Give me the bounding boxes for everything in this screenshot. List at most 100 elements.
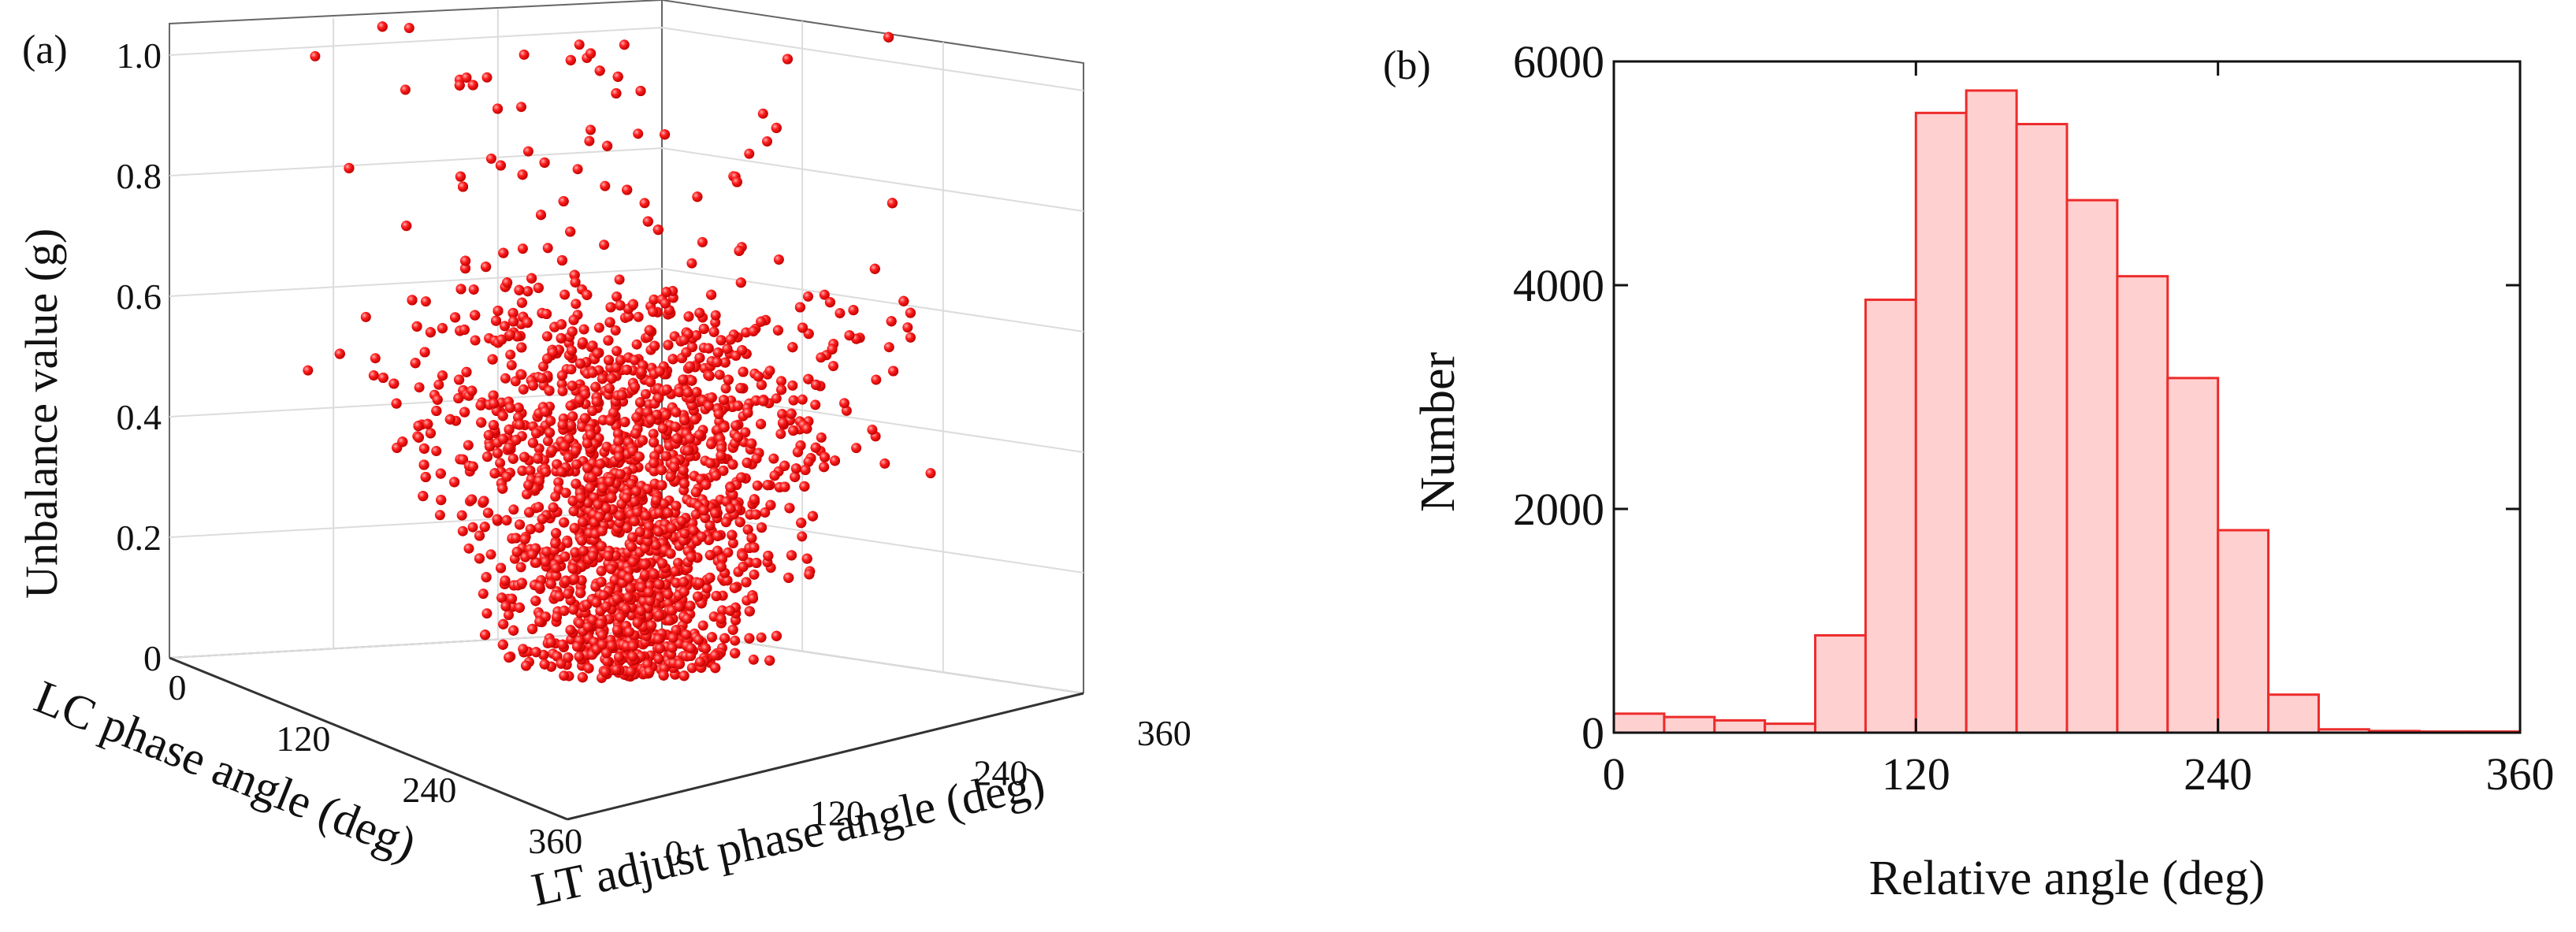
panel-a-scatter-point (522, 146, 533, 157)
panel-a-scatter-point (467, 522, 478, 533)
panel-a-scatter-point (803, 456, 814, 467)
panel-a-scatter-point (391, 398, 402, 409)
panel-a-scatter-point (418, 459, 429, 470)
panel-a-scatter-point (713, 409, 724, 419)
panel-a-scatter-point (530, 647, 541, 658)
panel-a-scatter-point (560, 576, 571, 586)
panel-a-scatter-point (649, 466, 660, 477)
panel-a-scatter-point (560, 488, 571, 499)
panel-a-scatter-point (783, 572, 794, 583)
panel-a-scatter-point (565, 54, 576, 65)
panel-a-scatter-point (585, 429, 597, 440)
panel-a-scatter-point (787, 380, 798, 391)
panel-a-scatter-point (568, 506, 579, 517)
panel-a-scatter-point (744, 633, 755, 644)
panel-a-scatter-point (397, 436, 408, 447)
panel-a-scatter-point (425, 428, 436, 439)
panel-a-scatter-point (627, 532, 638, 543)
panel-a-scatter-point (303, 365, 314, 376)
panel-a-scatter-point (596, 566, 607, 577)
panel-a-scatter-point (655, 643, 666, 654)
panel-a-scatter-point (478, 589, 489, 600)
panel-a-scatter-point (604, 383, 615, 394)
panel-a-scatter-point (542, 436, 553, 447)
panel-a-scatter-point (631, 339, 642, 350)
panel-a-scatter-point (704, 520, 716, 531)
panel-a-scatter-point (615, 469, 626, 480)
panel-a-scatter-point (707, 632, 717, 643)
panel-a-scatter-point (797, 322, 808, 333)
panel-a-scatter-point (610, 325, 621, 336)
panel-a-scatter-point (804, 569, 815, 580)
panel-a-scatter-point (524, 507, 535, 518)
panel-a-scatter-point (701, 643, 711, 654)
panel-a-scatter-point (516, 577, 527, 589)
panel-a-scatter-point (775, 429, 786, 440)
panel-a-scatter-point (559, 289, 571, 300)
panel-a-scatter-point (474, 553, 485, 564)
panel-a-scatter-point (756, 418, 767, 429)
panel-a-label: (a) (22, 28, 68, 72)
panel-a-scatter-point (622, 522, 633, 533)
panel-a-scatter-point (456, 510, 467, 521)
panel-a-scatter-point (673, 558, 683, 568)
panel-a-scatter-point (742, 407, 753, 418)
panel-a-scatter-point (659, 499, 669, 509)
panel-a-scatter-point (500, 373, 511, 384)
panel-a-scatter-point (741, 577, 752, 588)
panel-a-scatter-point (710, 310, 721, 321)
panel-a-scatter-point (635, 86, 646, 96)
panel-a-scatter-point (489, 468, 500, 479)
panel-a-scatter-point (869, 263, 880, 274)
panel-a-scatter-point (748, 593, 758, 603)
panel-a-scatter-point (505, 349, 516, 360)
panel-a-scatter-point (565, 625, 576, 636)
panel-a-scatter-point (501, 471, 512, 482)
panel-a-scatter-point (645, 596, 656, 607)
panel-a-scatter-point (760, 507, 771, 518)
panel-a-scatter-point (611, 625, 623, 636)
panel-a-scatter-point (871, 374, 882, 385)
panel-a-scatter-point (701, 583, 712, 593)
panel-a-scatter-point (498, 247, 509, 258)
panel-a-scatter-point (671, 625, 682, 636)
panel-a-scatter-point (665, 548, 676, 559)
panel-a-scatter-point (578, 517, 588, 528)
panel-a-scatter-point (585, 48, 597, 59)
panel-a-scatter-point (574, 618, 585, 629)
panel-a-scatter-point (604, 355, 614, 366)
panel-a-scatter-point (619, 417, 630, 428)
panel-a-scatter-point (515, 519, 525, 530)
panel-a-scatter-point (414, 382, 425, 393)
panel-a-scatter-point (671, 500, 682, 511)
panel-a-scatter-point (572, 164, 583, 175)
panel-a-scatter-point (525, 524, 536, 535)
panel-a-scatter-point (516, 102, 526, 113)
panel-a-scatter-point (839, 398, 849, 409)
panel-a-scatter-point (749, 542, 760, 553)
panel-a-scatter-point (559, 517, 570, 528)
panel-a-scatter-point (719, 421, 730, 433)
panel-a-scatter-point (883, 32, 894, 43)
panel-a-scatter-point (674, 387, 685, 398)
panel-a-scatter-point (621, 364, 632, 375)
panel-a-scatter-point (637, 435, 648, 446)
panel-a-scatter-point (522, 488, 532, 499)
panel-a-scatter-point (786, 550, 797, 561)
panel-a-scatter-point (704, 370, 715, 381)
panel-a-scatter-point (614, 274, 625, 285)
panel-a-scatter-point (594, 511, 605, 522)
panel-a-scatter-point (493, 103, 503, 114)
panel-a-scatter-point (539, 659, 550, 670)
panel-a-scatter-point (593, 322, 604, 333)
panel-a-scatter-point (660, 410, 671, 421)
panel-a-scatter-point (848, 305, 859, 316)
panel-a-scatter-point (679, 478, 690, 489)
panel-a-scatter-point (819, 462, 830, 473)
panel-a-scatter-point (467, 80, 478, 91)
panel-a-scatter-point (752, 480, 763, 491)
panel-a-scatter-point (762, 136, 772, 147)
panel-a-scatter-point (710, 507, 721, 518)
panel-a-scatter-point (470, 335, 481, 346)
panel-a-back-left-wall (169, 0, 663, 658)
